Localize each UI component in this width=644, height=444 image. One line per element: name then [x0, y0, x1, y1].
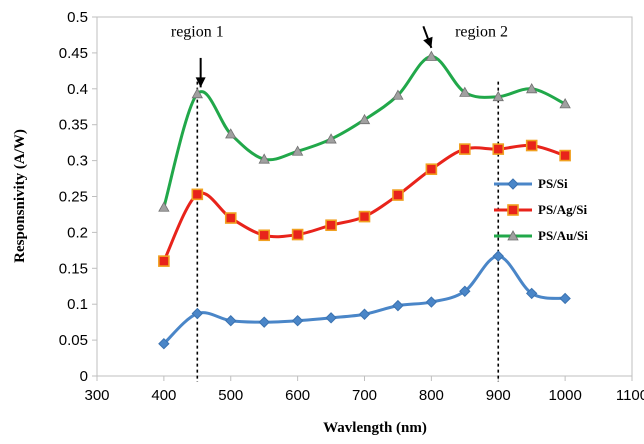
data-point — [325, 133, 337, 144]
x-tick-label: 800 — [419, 387, 444, 404]
y-tick-label: 0.4 — [67, 81, 88, 98]
data-point — [559, 292, 571, 305]
annotations: region 1 region 2 — [171, 23, 508, 88]
data-point — [258, 229, 270, 242]
data-point — [559, 149, 571, 162]
x-tick-label: 700 — [352, 387, 377, 404]
data-point — [492, 90, 504, 102]
annotation-arrowhead — [195, 77, 206, 88]
data-point — [158, 201, 170, 212]
annotation-arrowhead — [423, 36, 433, 48]
data-point — [291, 228, 304, 241]
x-axis-title: Wavlength (nm) — [323, 420, 427, 436]
data-point — [191, 88, 203, 99]
y-tick-label: 0.1 — [67, 296, 88, 313]
data-point — [525, 139, 538, 152]
y-tick-label: 0.45 — [59, 45, 88, 62]
x-tick-label: 1000 — [548, 387, 581, 404]
data-point — [158, 255, 170, 267]
plot-area-border — [96, 16, 633, 377]
data-point — [392, 299, 404, 312]
data-point — [258, 316, 270, 328]
data-point — [158, 337, 170, 350]
data-point — [425, 296, 438, 308]
y-tick-label: 0.2 — [67, 224, 88, 241]
y-tick-label: 0.5 — [67, 9, 88, 26]
x-tick-label: 1100 — [616, 387, 644, 404]
axes: 0 0.05 0.1 0.15 0.2 0.25 0.3 0.35 0.4 0.45 0.5 300 4… — [59, 9, 644, 404]
y-tick-label: 0.25 — [59, 189, 88, 206]
annotation-label: region 1 — [171, 23, 224, 40]
legend-label: PS/Au/Si — [538, 228, 588, 243]
series-group — [158, 50, 571, 350]
y-tick-label: 0 — [80, 368, 88, 385]
data-point — [526, 82, 538, 94]
data-point — [224, 212, 237, 224]
x-tick-label: 500 — [218, 387, 243, 404]
y-tick-label: 0.15 — [59, 260, 88, 277]
data-point — [258, 153, 270, 164]
data-point — [191, 307, 204, 320]
data-point — [459, 86, 471, 97]
series-line — [162, 254, 566, 345]
data-point — [425, 163, 438, 176]
data-point — [225, 315, 237, 327]
data-point — [291, 315, 304, 327]
legend-marker — [507, 178, 519, 190]
data-point — [559, 98, 571, 109]
data-point — [392, 189, 404, 201]
x-tick-label: 400 — [151, 387, 176, 404]
x-tick-label: 300 — [84, 387, 109, 404]
data-point — [358, 308, 371, 320]
data-point — [492, 143, 505, 155]
series-line — [162, 143, 566, 262]
data-point — [492, 250, 504, 262]
data-point — [191, 188, 204, 201]
annotation-label: region 2 — [455, 23, 508, 40]
series-ps-ag-si — [158, 139, 571, 267]
x-tick-label: 600 — [285, 387, 310, 404]
legend: PS/Si PS/Ag/Si PS/Au/Si — [494, 176, 588, 243]
data-point — [392, 89, 404, 100]
x-tick-label: 900 — [486, 387, 511, 404]
data-point — [291, 145, 304, 156]
data-point — [325, 312, 337, 324]
legend-label: PS/Si — [538, 176, 568, 191]
legend-label: PS/Ag/Si — [538, 202, 588, 217]
data-point — [425, 50, 438, 61]
y-tick-label: 0.35 — [59, 117, 88, 134]
data-point — [459, 143, 471, 155]
series-ps-au-si — [158, 50, 571, 212]
legend-marker — [507, 230, 519, 241]
y-tick-label: 0.05 — [59, 332, 88, 349]
data-point — [358, 210, 371, 223]
series-ps-si — [158, 250, 571, 350]
y-tick-label: 0.3 — [67, 153, 88, 170]
reference-lines — [196, 81, 500, 382]
data-point — [325, 219, 337, 232]
legend-marker — [507, 204, 519, 216]
data-point — [358, 113, 371, 125]
data-point — [525, 287, 538, 300]
data-point — [225, 128, 237, 139]
y-axis-title: Responsnivity (A/W) — [12, 129, 28, 263]
data-point — [459, 285, 471, 297]
